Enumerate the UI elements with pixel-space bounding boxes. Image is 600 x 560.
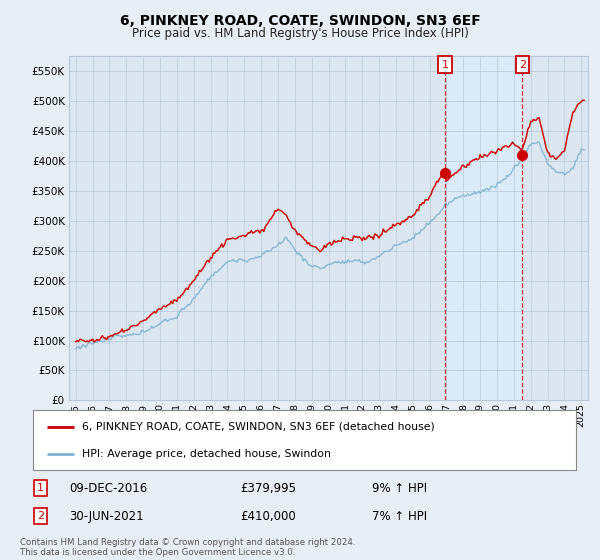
Text: 6, PINKNEY ROAD, COATE, SWINDON, SN3 6EF: 6, PINKNEY ROAD, COATE, SWINDON, SN3 6EF [119, 14, 481, 28]
Text: £379,995: £379,995 [240, 482, 296, 495]
Text: HPI: Average price, detached house, Swindon: HPI: Average price, detached house, Swin… [82, 449, 331, 459]
Text: Price paid vs. HM Land Registry's House Price Index (HPI): Price paid vs. HM Land Registry's House … [131, 27, 469, 40]
Text: 1: 1 [442, 59, 449, 69]
Text: 2: 2 [519, 59, 526, 69]
Text: 30-JUN-2021: 30-JUN-2021 [69, 510, 143, 523]
Text: Contains HM Land Registry data © Crown copyright and database right 2024.
This d: Contains HM Land Registry data © Crown c… [20, 538, 355, 557]
Text: 2: 2 [37, 511, 44, 521]
Text: £410,000: £410,000 [240, 510, 296, 523]
Text: 7% ↑ HPI: 7% ↑ HPI [372, 510, 427, 523]
Text: 6, PINKNEY ROAD, COATE, SWINDON, SN3 6EF (detached house): 6, PINKNEY ROAD, COATE, SWINDON, SN3 6EF… [82, 422, 434, 432]
Bar [445, 56, 522, 400]
Text: 9% ↑ HPI: 9% ↑ HPI [372, 482, 427, 495]
Text: 1: 1 [37, 483, 44, 493]
Text: 09-DEC-2016: 09-DEC-2016 [69, 482, 147, 495]
